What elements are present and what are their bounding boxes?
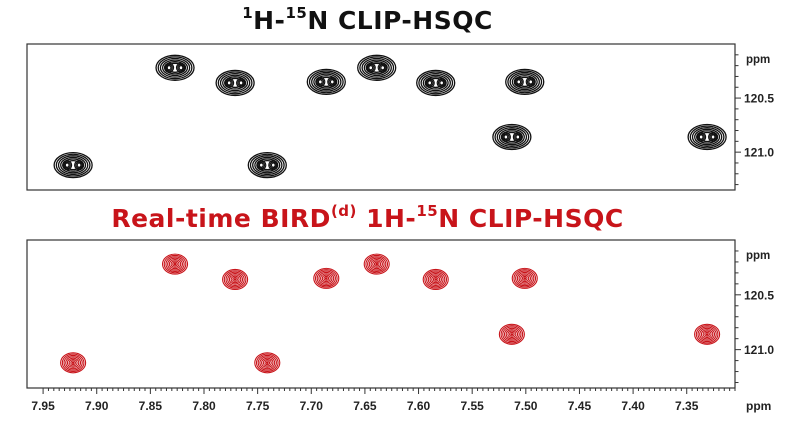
x-tick-label: 7.45 (568, 399, 592, 413)
title-bottom-part-4: H- (384, 204, 417, 233)
x-tick-label: 7.40 (621, 399, 645, 413)
x-tick-label: 7.55 (461, 399, 485, 413)
peak-8 (498, 323, 525, 345)
peak-5 (306, 68, 346, 96)
peak-2 (155, 54, 195, 81)
title-top-part-2: H- (253, 6, 286, 35)
y-tick-label: 121.0 (744, 146, 774, 160)
title-bottom-sup-2: (d) (330, 201, 357, 220)
title-top: 1H-15N CLIP-HSQC (0, 3, 735, 35)
title-bottom-part-6: N CLIP-HSQC (438, 204, 624, 233)
peak-5 (313, 267, 340, 289)
x-axis-label: ppm (746, 399, 771, 413)
peak-6 (363, 253, 390, 275)
title-top-sup-3: 15 (285, 3, 308, 22)
peak-9 (505, 68, 545, 96)
peak-4 (254, 352, 281, 374)
title-bottom-sup-5: 15 (416, 201, 439, 220)
peak-3 (215, 69, 255, 97)
peak-10 (687, 123, 727, 151)
plot-frame (26, 43, 736, 191)
bottom-spectrum-panel: 120.5 121.0 ppm 7.95 7.90 7.85 7.80 7.75 7.70 7.6… (26, 239, 774, 413)
x-tick-label: 7.85 (139, 399, 163, 413)
x-tick-label: 7.90 (85, 399, 109, 413)
x-tick-label: 7.95 (31, 399, 55, 413)
title-bottom-part-1: Real-time BIRD (111, 204, 331, 233)
title-top-part-4: N CLIP-HSQC (307, 6, 493, 35)
x-tick-label: 7.50 (514, 399, 538, 413)
x-tick-label: 7.60 (407, 399, 431, 413)
y-tick-label: 121.0 (744, 343, 774, 357)
y-axis-label: ppm (746, 54, 770, 66)
title-bottom-part-3: 1 (356, 204, 384, 233)
peak-7 (422, 268, 449, 291)
x-tick-label: 7.80 (192, 399, 216, 413)
peak-1 (60, 352, 87, 374)
y-tick-label: 120.5 (744, 288, 774, 302)
title-bottom: Real-time BIRD(d) 1H-15N CLIP-HSQC (0, 201, 735, 233)
peak-2 (161, 253, 189, 275)
peak-9 (511, 267, 538, 289)
peak-10 (694, 323, 721, 345)
peak-1 (53, 151, 93, 179)
peak-6 (357, 54, 397, 81)
title-top-sup-1: 1 (242, 3, 254, 22)
peak-4 (247, 151, 287, 179)
x-tick-label: 7.70 (300, 399, 324, 413)
x-tick-label: 7.65 (353, 399, 377, 413)
y-axis-label: ppm (746, 250, 770, 262)
y-tick-label: 120.5 (744, 92, 774, 106)
x-tick-label: 7.35 (675, 399, 699, 413)
peak-7 (416, 69, 456, 97)
top-spectrum-panel: 120.5 121.0 ppm (26, 43, 774, 191)
x-tick-label: 7.75 (246, 399, 270, 413)
peak-8 (492, 123, 532, 151)
peak-3 (222, 268, 249, 291)
plot-frame (26, 239, 736, 389)
